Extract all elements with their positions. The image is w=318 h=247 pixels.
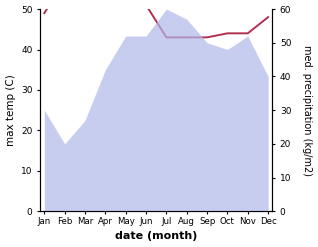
Y-axis label: max temp (C): max temp (C) — [5, 74, 16, 146]
X-axis label: date (month): date (month) — [115, 231, 197, 242]
Y-axis label: med. precipitation (kg/m2): med. precipitation (kg/m2) — [302, 45, 313, 176]
